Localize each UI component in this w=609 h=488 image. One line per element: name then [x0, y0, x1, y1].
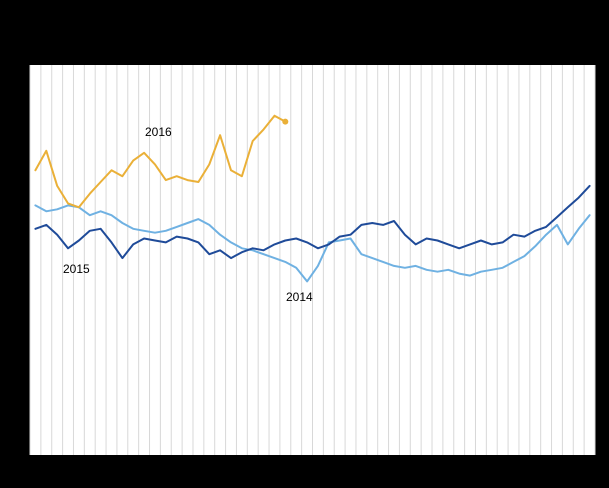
series-line-2014: [34, 204, 591, 283]
series-line-2016: [34, 114, 287, 209]
series-line-2015: [34, 184, 591, 260]
latest-point-marker-2016: [282, 118, 289, 125]
series-label-2016: 2016: [145, 125, 172, 139]
series-label-2015: 2015: [63, 262, 90, 276]
series-label-2014: 2014: [286, 290, 313, 304]
gridlines: [29, 65, 596, 455]
